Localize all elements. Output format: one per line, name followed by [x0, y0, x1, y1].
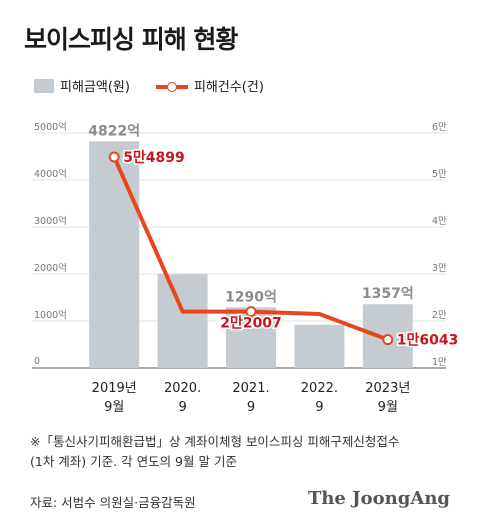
- x-tick-label: 9: [247, 400, 255, 415]
- x-tick-label: 9월: [378, 400, 398, 415]
- legend-line-label: 피해건수(건): [193, 80, 264, 95]
- y-left-tick-label: 3000억: [34, 215, 67, 227]
- y-left-tick-label: 0: [34, 356, 40, 367]
- x-tick-label: 9: [178, 400, 186, 415]
- y-right-tick-label: 1만: [432, 357, 447, 368]
- y-right-tick-label: 6만: [432, 122, 447, 133]
- y-right-tick-label: 2만: [432, 310, 447, 321]
- x-tick-label: 9: [315, 400, 323, 415]
- legend: 피해금액(원) 피해건수(건): [34, 76, 264, 95]
- line-point: [108, 151, 120, 163]
- line-data-label: 5만4899: [123, 150, 185, 166]
- footnote-line-2: (1차 계좌) 기준. 각 연도의 9월 말 기준: [30, 454, 237, 469]
- legend-line-swatch: [155, 79, 188, 93]
- bar: [89, 141, 140, 368]
- line-point: [382, 334, 394, 346]
- y-left-tick-label: 2000억: [34, 262, 67, 274]
- legend-bar-swatch: [34, 78, 54, 93]
- x-tick-label: 2020.: [164, 381, 201, 396]
- x-tick-label: 2022.: [301, 381, 338, 396]
- bar-data-label: 1290억: [225, 289, 277, 305]
- y-left-tick-label: 4000억: [34, 168, 67, 180]
- line-data-label: 1만6043: [397, 333, 459, 349]
- brand-logo: The JoongAng: [307, 488, 450, 509]
- bar-data-label: 1357억: [362, 286, 414, 302]
- source-text: 자료: 서범수 의원실·금융감독원: [30, 495, 196, 510]
- y-right-tick-label: 4만: [432, 216, 447, 227]
- x-tick-label: 2019년: [92, 381, 137, 396]
- y-left-tick-label: 1000억: [34, 309, 67, 321]
- y-right-tick-label: 3만: [432, 263, 447, 274]
- bar-data-label: 4822억: [88, 123, 140, 139]
- bar: [157, 274, 208, 368]
- chart-title: 보이스피싱 피해 현황: [24, 25, 238, 54]
- line-data-label: 2만2007: [220, 316, 282, 332]
- footnote-line-1: ※「통신사기피해환급법」상 계좌이체형 보이스피싱 피해구제신청접수: [30, 434, 400, 449]
- x-tick-label: 9월: [104, 400, 124, 415]
- footnote: ※「통신사기피해환급법」상 계좌이체형 보이스피싱 피해구제신청접수 (1차 계…: [30, 432, 470, 472]
- legend-bar-label: 피해금액(원): [60, 80, 130, 95]
- bar: [226, 307, 276, 368]
- y-left-tick-label: 5000억: [34, 121, 67, 133]
- chart-area: 0 1000억 2000억 3000억 4000억 5000억 1만 2만 3만 4만 5만 6만 48…: [32, 121, 460, 415]
- x-tick-label: 2023년: [365, 381, 410, 396]
- x-tick-label: 2021.: [232, 381, 269, 396]
- y-right-tick-label: 5만: [432, 169, 447, 180]
- line-point: [245, 306, 257, 318]
- bar: [294, 324, 345, 368]
